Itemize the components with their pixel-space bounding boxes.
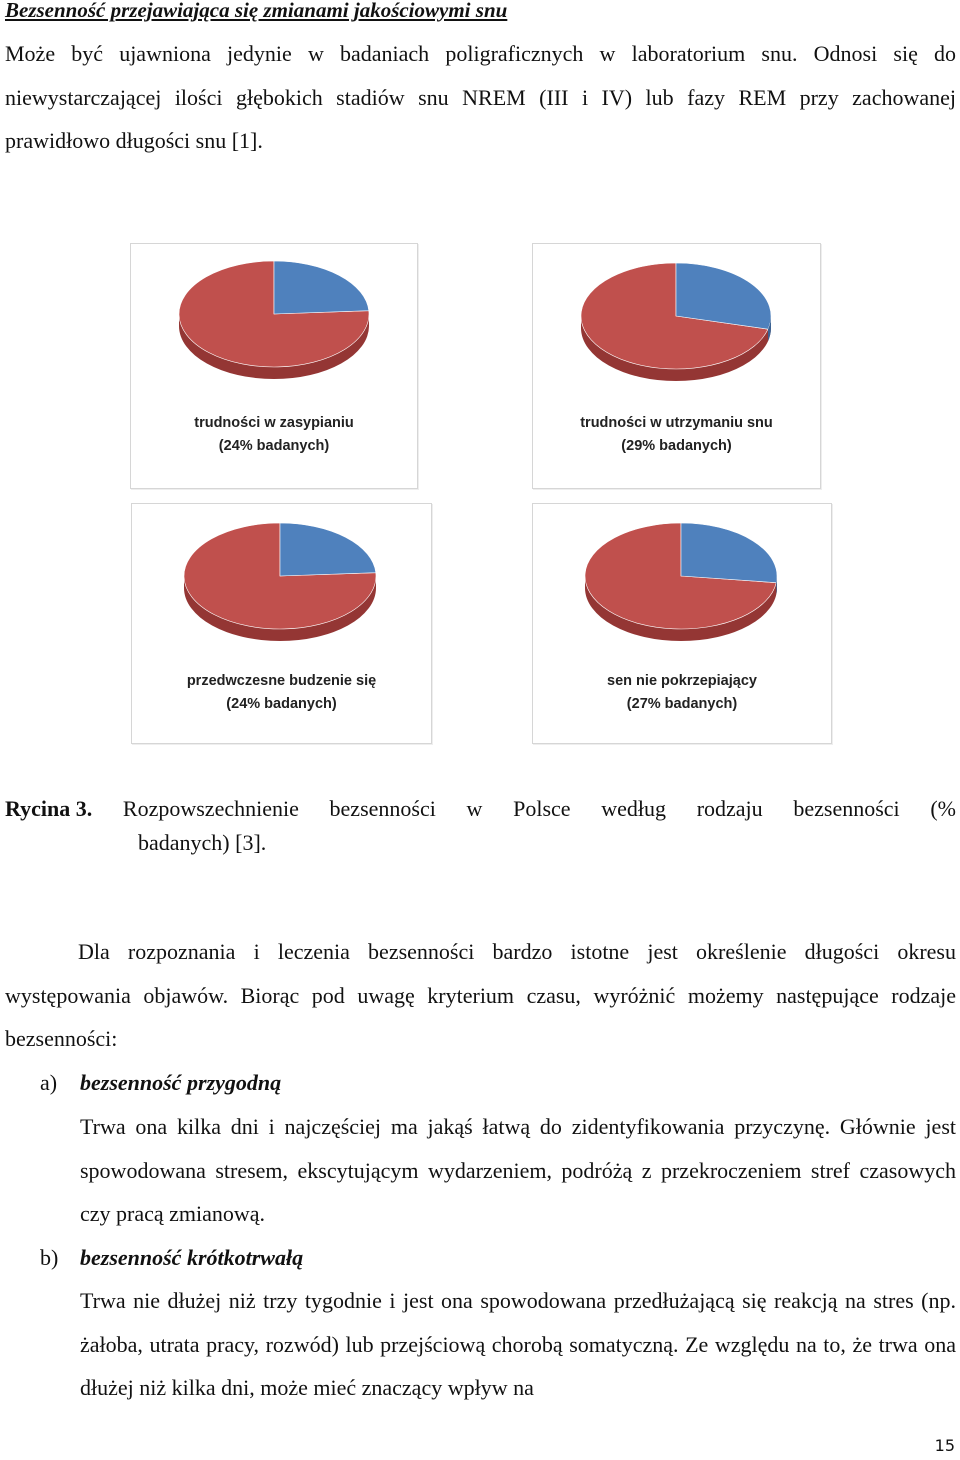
figure-caption: Rycina 3. Rozpowszechnienie bezsenności … [5,792,956,860]
caption-word: bezsenności [329,796,436,821]
pie-side-wall [585,576,777,641]
pie-slice-highlight [279,522,377,577]
pie-slice-main [178,260,370,368]
pie-slice-highlight [675,262,772,330]
intro-paragraph: Może być ujawniona jedynie w badaniach p… [5,41,956,154]
pie-chart-non-restorative-sleep: sen nie pokrzepiający (27% badanych) [532,503,832,744]
pie-chart-svg [584,522,778,641]
caption-word: w [466,796,483,821]
pie-slice-main [580,262,769,370]
caption-word: Rozpowszechnienie [122,796,299,821]
chart-label-percent: (29% badanych) [621,438,732,454]
pie-chart-svg [580,262,772,381]
caption-word: Polsce [513,796,571,821]
chart-label-percent: (24% badanych) [218,438,330,454]
list-marker: a) [40,1070,58,1095]
pie-slice-highlight [680,522,778,583]
page-number: 15 [934,1436,955,1455]
caption-word: według [601,796,667,821]
list-item-title: bezsenność krótkotrwałą [80,1245,304,1270]
pie-chart-svg [178,260,370,379]
chart-label-percent: (27% badanych) [626,696,738,712]
caption-word: bezsenności [793,796,900,821]
pie-chart-staying-asleep: trudności w utrzymaniu snu (29% badanych… [532,243,821,489]
pie-slice-main [183,522,377,630]
pie-slice-main [584,522,777,630]
pie-chart-svg [183,522,377,641]
pie-side-wall [179,314,369,379]
body-paragraph-text: Dla rozpoznania i leczenia bezsenności b… [5,939,956,1052]
pie-side-wall [581,316,771,381]
pie-side-highlight [776,576,777,595]
chart-label-title: przedwczesne budzenie się [186,673,377,689]
chart-label-percent: (24% badanych) [226,696,337,712]
list-item-body: Trwa ona kilka dni i najczęściej ma jaką… [80,1114,956,1227]
caption-word: rodzaju [696,796,763,821]
body-paragraph: Dla rozpoznania i leczenia bezsenności b… [5,930,956,1061]
section-heading: Bezsenność przejawiająca się zmianami ja… [5,0,508,22]
pie-chart-falling-asleep: trudności w zasypianiu (24% badanych) [130,243,418,489]
chart-label-title: trudności w zasypianiu [194,415,354,431]
chart-label-title: trudności w utrzymaniu snu [580,415,773,431]
list-marker: b) [40,1245,59,1270]
figure-label: Rycina 3. [5,796,93,821]
pie-side-wall [184,576,376,641]
list-item-body: Trwa nie dłużej niż trzy tygodnie i jest… [80,1288,956,1401]
chart-label-title: sen nie pokrzepiający [607,673,757,689]
pie-side-highlight [768,316,771,342]
pie-chart-early-waking: przedwczesne budzenie się (24% badanych) [131,503,432,744]
caption-word: (% [930,796,956,821]
pie-slice-highlight [273,260,370,315]
list-item-title: bezsenność przygodną [80,1070,282,1095]
caption-continuation: badanych) [3]. [138,830,267,855]
